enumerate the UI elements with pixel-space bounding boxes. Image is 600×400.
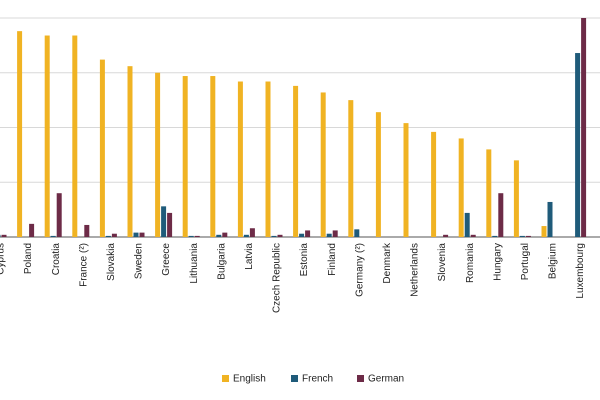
bar xyxy=(277,234,283,237)
legend-swatch xyxy=(222,375,229,382)
bar xyxy=(265,81,271,237)
bar xyxy=(293,85,299,237)
bar xyxy=(133,232,139,237)
bar xyxy=(0,234,1,237)
legend-label: French xyxy=(302,374,333,385)
bar xyxy=(29,223,35,237)
bar xyxy=(105,235,111,237)
bar xyxy=(111,233,117,237)
bar xyxy=(470,234,476,237)
bar xyxy=(167,212,173,237)
bar xyxy=(498,193,504,237)
bar xyxy=(525,235,531,237)
x-tick-label: Germany (²) xyxy=(354,243,365,297)
bar xyxy=(320,92,326,238)
bar xyxy=(127,66,133,238)
bar xyxy=(348,100,354,237)
legend-label: German xyxy=(368,374,404,385)
x-tick-label: Hungary xyxy=(492,243,503,281)
bar xyxy=(237,81,243,237)
x-tick-label: Cyprus xyxy=(0,243,7,275)
x-tick-label: Latvia xyxy=(244,243,255,270)
bar xyxy=(464,212,470,237)
bar xyxy=(84,224,90,237)
bar xyxy=(56,193,62,237)
x-tick-label: Croatia xyxy=(51,243,62,276)
x-tick-label: Lithuania xyxy=(189,243,200,284)
bar xyxy=(326,233,332,237)
bar xyxy=(486,149,492,237)
x-tick-label: Czech Republic xyxy=(272,243,283,313)
bar xyxy=(155,72,161,237)
bar xyxy=(44,35,50,237)
bar xyxy=(243,234,249,237)
bar xyxy=(216,234,222,237)
x-tick-label: Romania xyxy=(465,243,476,283)
x-tick-label: Belgium xyxy=(548,243,559,279)
bar xyxy=(161,206,167,237)
x-tick-label: France (²) xyxy=(78,243,89,287)
x-tick-label: Slovenia xyxy=(437,243,448,282)
bar xyxy=(210,76,216,237)
bar xyxy=(547,201,553,237)
x-tick-label: Netherlands xyxy=(410,243,421,297)
bar xyxy=(575,53,581,237)
bar xyxy=(403,123,409,237)
bar xyxy=(99,59,105,237)
bar xyxy=(443,234,449,237)
bar xyxy=(332,230,338,237)
bar xyxy=(139,232,145,237)
bar xyxy=(375,112,381,237)
bar xyxy=(194,235,200,237)
bar xyxy=(182,76,188,237)
bar xyxy=(492,235,498,237)
bar xyxy=(581,18,587,237)
x-tick-label: Bulgaria xyxy=(216,243,227,280)
bar xyxy=(458,138,464,237)
bar xyxy=(271,235,277,237)
bar xyxy=(1,234,7,237)
bar xyxy=(222,232,228,237)
x-tick-label: Finland xyxy=(327,243,338,276)
bar xyxy=(305,230,311,237)
bar xyxy=(188,235,194,237)
x-tick-label: Sweden xyxy=(134,243,145,279)
x-tick-label: Poland xyxy=(23,243,34,274)
x-tick-label: Denmark xyxy=(382,242,393,284)
bar xyxy=(50,235,56,237)
legend-swatch xyxy=(357,375,364,382)
bar xyxy=(541,226,547,237)
x-tick-label: Estonia xyxy=(299,243,310,277)
x-tick-label: Greece xyxy=(161,243,172,276)
bar xyxy=(513,160,519,237)
bar xyxy=(249,228,255,237)
x-tick-label: Portugal xyxy=(520,243,531,280)
bar xyxy=(299,233,305,237)
bar xyxy=(519,235,525,237)
bar xyxy=(354,229,360,237)
bar xyxy=(17,31,23,237)
x-tick-label: Luxembourg xyxy=(575,243,586,299)
bar xyxy=(72,35,78,237)
legend-swatch xyxy=(291,375,298,382)
x-tick-label: Slovakia xyxy=(106,243,117,281)
bar xyxy=(431,131,437,237)
legend-label: English xyxy=(233,374,266,385)
